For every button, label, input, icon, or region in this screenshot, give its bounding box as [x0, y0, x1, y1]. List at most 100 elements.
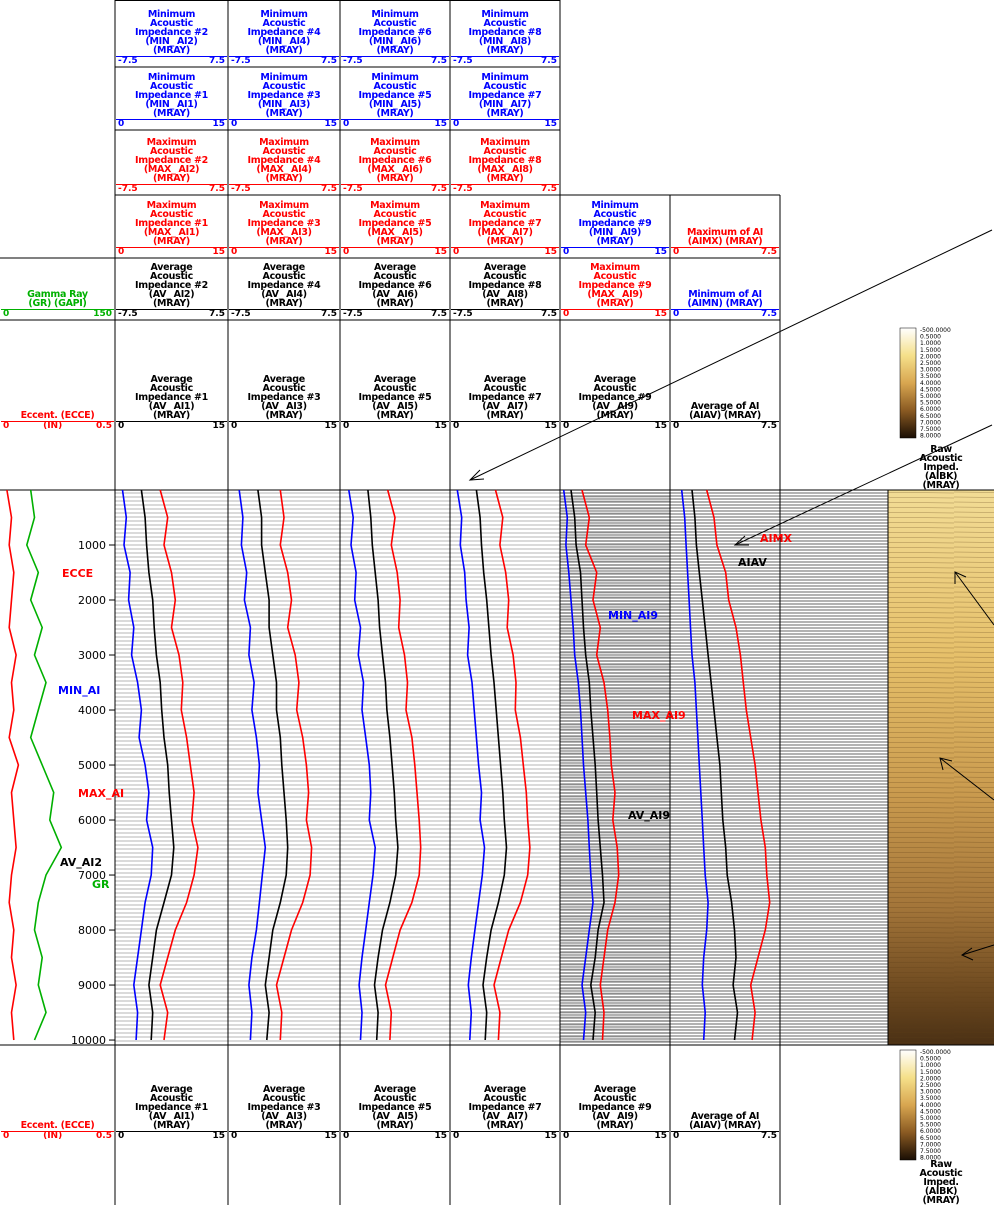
scale-min: 0: [343, 421, 350, 431]
scale-min: 0: [673, 247, 680, 257]
log-curve: [581, 489, 620, 1041]
colorbar-label: 3.5000: [920, 1095, 941, 1102]
acoustic-image-texture: [888, 490, 994, 1045]
header-label: Minimum Acoustic Impedance #8 (MIN_ AI8)…: [468, 9, 542, 56]
scale-max: 15: [212, 1131, 225, 1141]
log-curve: [691, 489, 739, 1041]
header-label: Maximum Acoustic Impedance #8 (MAX_ AI8)…: [468, 137, 542, 184]
header-label: Maximum Acoustic Impedance #4 (MAX_ AI4)…: [247, 137, 321, 184]
scale-min: 0: [231, 119, 238, 129]
scale-min: 0: [673, 421, 680, 431]
header-cell: Average Acoustic Impedance #5 (AV_ AI5) …: [340, 320, 450, 421]
scale-max: 15: [544, 421, 557, 431]
scale-row: 0 15: [451, 119, 559, 129]
scale-row: -7.5 7.5: [229, 184, 339, 194]
colorbar-label: 3.0000: [920, 367, 941, 374]
header-cell: Maximum Acoustic Impedance #9 (MAX_ AI9)…: [560, 258, 670, 309]
curve-annotation: ECCE: [62, 567, 93, 580]
scale-row: 0 15: [341, 1131, 449, 1141]
header-cell: Gamma Ray (GR) (GAPI): [0, 258, 115, 309]
depth-label: 10000: [71, 1034, 106, 1047]
header-cell: Eccent. (ECCE): [0, 1045, 115, 1131]
scale-min: -7.5: [118, 184, 138, 194]
header-label: Minimum Acoustic Impedance #5 (MIN_ AI5)…: [358, 72, 432, 119]
curve-annotation: MIN_AI9: [608, 609, 658, 622]
scale-row: 0 15: [341, 421, 449, 431]
header-label: Eccent. (ECCE): [20, 1120, 95, 1131]
header-cell: Maximum Acoustic Impedance #6 (MAX_ AI6)…: [340, 130, 450, 184]
scale-min: -7.5: [231, 184, 251, 194]
scale-max: 7.5: [761, 247, 777, 257]
depth-label: 4000: [78, 704, 106, 717]
header-label: Minimum Acoustic Impedance #2 (MIN_ AI2)…: [134, 9, 208, 56]
scale-row: -7.5 7.5: [341, 184, 449, 194]
scale-min: 0: [118, 1131, 125, 1141]
pointer-arrows: [468, 229, 994, 961]
colorbar-label: 3.0000: [920, 1089, 941, 1096]
log-curve: [275, 489, 313, 1041]
colorbar: [899, 1049, 917, 1161]
header-label: Maximum Acoustic Impedance #2 (MAX_ AI2)…: [134, 137, 208, 184]
header-label: Average Acoustic Impedance #6 (AV_ AI6) …: [358, 262, 432, 309]
header-cell: Average Acoustic Impedance #9 (AV_ AI9) …: [560, 320, 670, 421]
scale-min: -7.5: [231, 309, 251, 319]
header-cell: Average Acoustic Impedance #7 (AV_ AI7) …: [450, 1045, 560, 1131]
header-cell: Minimum Acoustic Impedance #1 (MIN_ AI1)…: [115, 67, 228, 119]
scale-row: 0 15: [341, 247, 449, 257]
log-curve: [159, 489, 199, 1041]
header-label: Average Acoustic Impedance #9 (AV_ AI9) …: [578, 374, 652, 421]
scale-row: 0 15: [561, 421, 669, 431]
colorbar-label: 6.0000: [920, 1128, 941, 1135]
log-curve: [493, 489, 531, 1041]
header-cell: Minimum Acoustic Impedance #5 (MIN_ AI5)…: [340, 67, 450, 119]
colorbar-label: 4.0000: [920, 380, 941, 387]
colorbar-label: 4.5000: [920, 1108, 941, 1115]
scale-min: 0: [231, 247, 238, 257]
scale-min: -7.5: [343, 184, 363, 194]
scale-min: 0: [563, 421, 570, 431]
header-cell: Average Acoustic Impedance #1 (AV_ AI1) …: [115, 1045, 228, 1131]
header-cell: Average Acoustic Impedance #3 (AV_ AI3) …: [228, 1045, 340, 1131]
log-curve: [570, 489, 605, 1041]
header-label: Maximum Acoustic Impedance #3 (MAX_ AI3)…: [247, 200, 321, 247]
colorbar-label: 7.0000: [920, 1141, 941, 1148]
scale-min: -7.5: [343, 56, 363, 66]
scale-max: 7.5: [209, 309, 225, 319]
colorbar-label: 6.5000: [920, 413, 941, 420]
header-label: Average Acoustic Impedance #1 (AV_ AI1) …: [134, 374, 208, 421]
scale-row: 0 7.5: [671, 1131, 779, 1141]
header-label: Maximum Acoustic Impedance #5 (MAX_ AI5)…: [358, 200, 432, 247]
depth-label: 1000: [78, 539, 106, 552]
colorbar-label: 4.0000: [920, 1102, 941, 1109]
header-label: Maximum of AI (AIMX) (MRAY): [686, 227, 764, 247]
scale-row: 0 15: [116, 1131, 227, 1141]
colorbar-label: 1.5000: [920, 1069, 941, 1076]
colorbar-label: -500.0000: [920, 327, 951, 334]
scale-max: 7.5: [209, 56, 225, 66]
track-backgrounds: [115, 327, 994, 1161]
header-label: Average Acoustic Impedance #3 (AV_ AI3) …: [247, 374, 321, 421]
header-cell: Minimum Acoustic Impedance #7 (MIN_ AI7)…: [450, 67, 560, 119]
scale-row: -7.5 7.5: [116, 184, 227, 194]
scale-max: 7.5: [761, 309, 777, 319]
scale-max: 7.5: [321, 309, 337, 319]
log-curve: [348, 489, 377, 1041]
colorbar-label: 5.0000: [920, 1115, 941, 1122]
header-label: Gamma Ray (GR) (GAPI): [27, 289, 88, 309]
header-cell: Minimum Acoustic Impedance #2 (MIN_ AI2)…: [115, 0, 228, 56]
colorbar-label: -500.0000: [920, 1049, 951, 1056]
scale-row: 0 15: [341, 119, 449, 129]
log-curve: [456, 489, 486, 1041]
header-cell: Average Acoustic Impedance #8 (AV_ AI8) …: [450, 258, 560, 309]
scale-min: 0: [453, 247, 460, 257]
scale-unit: (IN): [43, 421, 63, 431]
depth-label: 3000: [78, 649, 106, 662]
scale-max: 15: [324, 119, 337, 129]
header-label: Minimum Acoustic Impedance #9 (MIN_ AI9)…: [578, 200, 652, 247]
scale-max: 7.5: [761, 1131, 777, 1141]
header-cell: Maximum of AI (AIMX) (MRAY): [670, 195, 780, 247]
scale-row: 0 15: [561, 247, 669, 257]
header-cell: Minimum Acoustic Impedance #4 (MIN_ AI4)…: [228, 0, 340, 56]
